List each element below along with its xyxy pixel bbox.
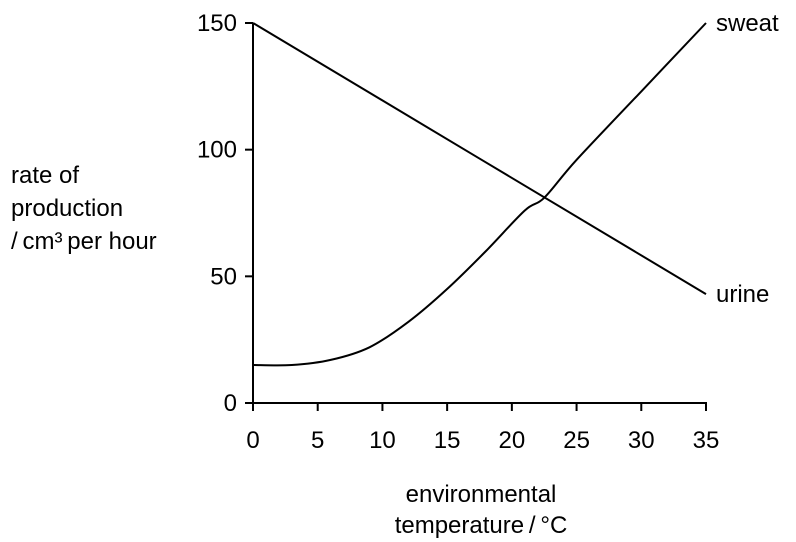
x-axis-title: environmental temperature / °C (395, 481, 568, 539)
axes (252, 23, 707, 404)
x-tick-label: 0 (246, 427, 259, 454)
axis-ticks: 0 50 100 150 0 5 10 15 20 25 30 35 (197, 10, 719, 454)
y-axis-title: rate of production / cm³ per hour (11, 162, 157, 255)
x-axis-title-line: temperature / °C (395, 512, 568, 539)
x-tick-label: 15 (434, 427, 461, 454)
y-tick-label: 150 (197, 10, 237, 37)
x-tick-label: 30 (628, 427, 655, 454)
x-tick-label: 5 (311, 427, 324, 454)
x-tick-label: 20 (499, 427, 526, 454)
x-tick-label: 10 (369, 427, 396, 454)
y-axis-title-line: rate of (11, 162, 79, 189)
y-axis-title-line: production (11, 195, 123, 222)
y-axis-title-line: / cm³ per hour (11, 228, 157, 255)
series-label-sweat: sweat (716, 10, 779, 37)
y-tick-label: 0 (224, 390, 237, 417)
y-tick-label: 50 (210, 263, 237, 290)
series-label-urine: urine (716, 281, 769, 308)
x-axis-title-line: environmental (406, 481, 557, 508)
series-line-sweat (252, 22, 707, 367)
x-tick-label: 25 (563, 427, 590, 454)
series-layer: sweat urine (252, 10, 779, 367)
series-line-urine (252, 22, 707, 295)
y-tick-label: 100 (197, 137, 237, 164)
x-tick-label: 35 (693, 427, 720, 454)
